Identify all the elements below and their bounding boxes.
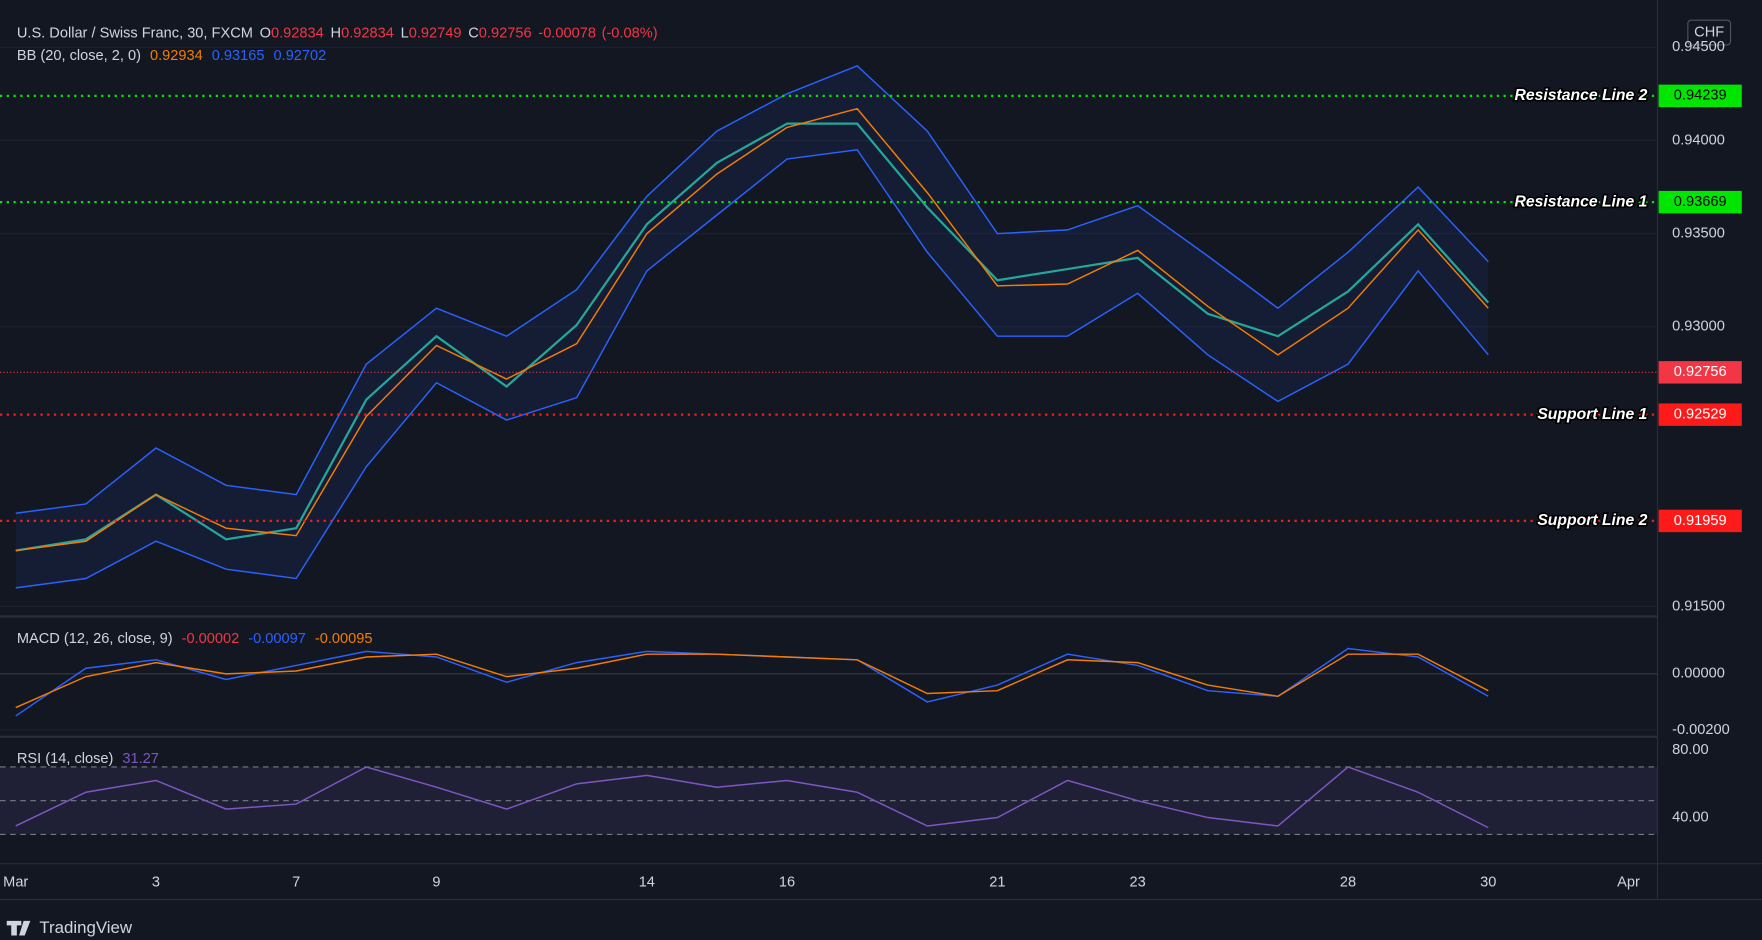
legend-title: RSI (14, close) — [17, 751, 114, 767]
currency[interactable]: CHF — [1694, 24, 1724, 40]
level-price: 0.93669 — [1674, 194, 1727, 210]
indicator-value: 0.92702 — [274, 48, 327, 64]
x-tick-label: 7 — [292, 875, 300, 891]
x-tick-label: 14 — [639, 875, 655, 891]
y-tick-label: 0.93500 — [1672, 225, 1725, 241]
y-tick-label: 0.94500 — [1672, 39, 1725, 55]
legend: BB (20, close, 2, 0) 0.92934 0.93165 0.9270… — [17, 48, 326, 64]
level-price: 0.94239 — [1674, 88, 1727, 104]
change: -0.00078 — [538, 26, 596, 42]
x-tick-label: 21 — [989, 875, 1005, 891]
level-price-box — [1658, 403, 1742, 426]
level-label: Support Line 1 — [1537, 406, 1647, 423]
level-price: 0.91959 — [1674, 513, 1727, 529]
y-tick-label: 0.94000 — [1672, 132, 1725, 148]
brand: TradingView — [39, 918, 133, 937]
legend: MACD (12, 26, close, 9) -0.00002 -0.00097-… — [17, 631, 373, 647]
legend-title: MACD (12, 26, close, 9) — [17, 631, 173, 647]
series-line — [15, 148, 1489, 589]
last-price: 0.92756 — [1674, 364, 1727, 380]
y-tick-label: 0.00000 — [1672, 666, 1725, 682]
quote-value: 0.92749 — [409, 26, 462, 42]
x-tick-label: 3 — [152, 875, 160, 891]
x-tick-label: 16 — [779, 875, 795, 891]
legend-title: U.S. Dollar / Swiss Franc, 30, FXCM — [17, 26, 253, 42]
y-tick-label: 40.00 — [1672, 809, 1709, 825]
quote-label: C — [468, 26, 479, 42]
series-line — [15, 766, 1489, 829]
x-tick-label: 23 — [1130, 875, 1146, 891]
series-line — [15, 122, 1490, 552]
indicator-value: 31.27 — [122, 751, 159, 767]
quote-value: 0.92834 — [341, 26, 394, 42]
y-tick-label: 0.93000 — [1672, 319, 1725, 335]
indicator-title: BB (20, close, 2, 0) — [17, 48, 141, 64]
indicator-value: 0.92934 — [150, 48, 203, 64]
currency-box[interactable] — [1687, 19, 1732, 46]
x-tick-label: 9 — [432, 875, 440, 891]
quote-label: O — [260, 26, 271, 42]
level-label: Resistance Line 2 — [1515, 87, 1648, 104]
change-pct: (-0.08%) — [602, 26, 658, 42]
level-price-box — [1658, 190, 1742, 214]
legend: U.S. Dollar / Swiss Franc, 30, FXCM O0.92… — [17, 26, 658, 42]
series-line — [15, 107, 1489, 552]
x-tick-label: 30 — [1480, 875, 1496, 891]
x-tick-label: Apr — [1617, 875, 1640, 891]
legend: RSI (14, close) 31.27 — [17, 751, 159, 767]
histogram-value: -0.00002 — [182, 631, 240, 647]
x-tick-label: Mar — [3, 875, 28, 891]
quote-label: L — [401, 26, 409, 42]
logo — [6, 920, 31, 936]
y-tick-label: 0.91500 — [1672, 598, 1725, 614]
last-price-box — [1658, 361, 1742, 384]
quote-value: 0.92756 — [479, 26, 532, 42]
bb-fill — [15, 65, 1489, 588]
series-line — [15, 65, 1489, 514]
level-label: Support Line 2 — [1537, 512, 1647, 529]
y-tick-label: 80.00 — [1672, 742, 1709, 758]
quote-label: H — [331, 26, 342, 42]
level-price-box — [1658, 84, 1742, 108]
indicator-value: -0.00097 — [248, 631, 306, 647]
y-tick-label: -0.00200 — [1672, 722, 1730, 738]
indicator-value: 0.93165 — [212, 48, 265, 64]
series-line — [15, 653, 1489, 709]
indicator-value: -0.00095 — [315, 631, 373, 647]
level-price: 0.92529 — [1674, 407, 1727, 423]
quote-value: 0.92834 — [271, 26, 324, 42]
level-price-box — [1658, 509, 1742, 533]
level-label: Resistance Line 1 — [1515, 193, 1648, 210]
x-tick-label: 28 — [1340, 875, 1356, 891]
